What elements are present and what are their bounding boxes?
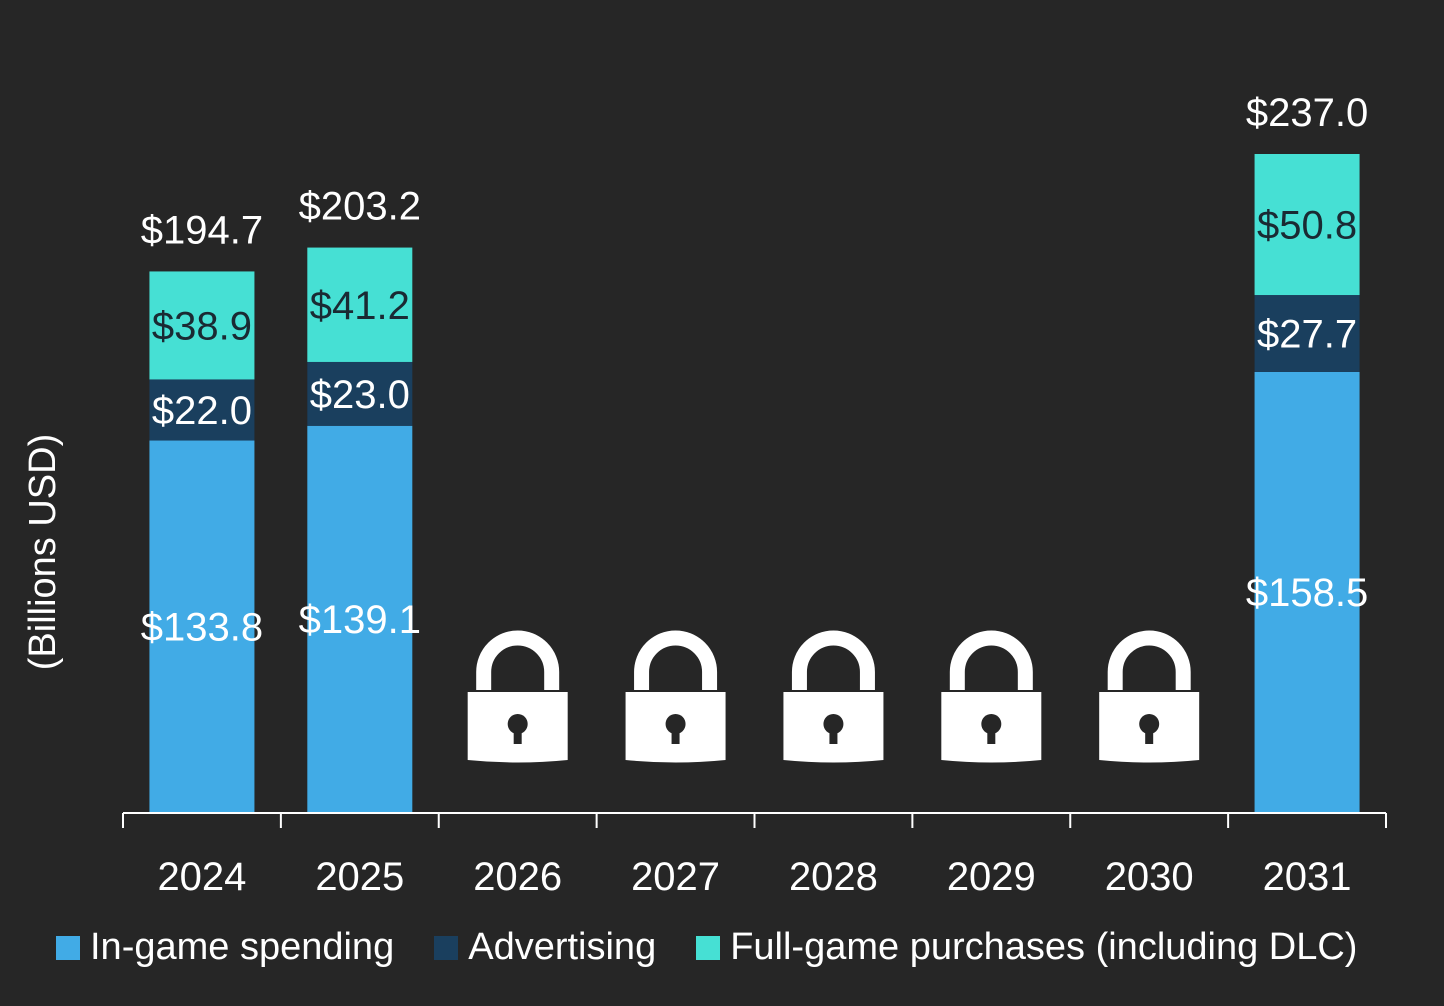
y-axis-label: (Billions USD) — [22, 434, 64, 670]
full-game-purchases-bar — [307, 247, 413, 362]
x-tick-label: 2024 — [157, 855, 246, 899]
advertising-label: $22.0 — [152, 389, 252, 433]
legend-item-in-game-spending: In-game spending — [56, 926, 394, 969]
x-tick-label: 2027 — [631, 855, 720, 899]
total-label: $194.7 — [141, 208, 263, 252]
lock-keyhole — [823, 714, 844, 734]
legend-swatch — [434, 935, 459, 960]
legend-item-full-game-purchases: Full-game purchases (including DLC) — [696, 926, 1357, 969]
in-game-spending-bar — [307, 425, 413, 812]
x-tick-label: 2026 — [473, 855, 562, 899]
lock-keyhole — [507, 714, 528, 734]
lock-shackle — [791, 630, 875, 690]
advertising-bar — [1254, 295, 1360, 372]
advertising-bar — [307, 361, 413, 426]
advertising-label: $23.0 — [310, 373, 410, 417]
lock-shackle — [1107, 630, 1191, 690]
lock-keyhole-slot — [987, 726, 996, 744]
lock-keyhole — [981, 714, 1002, 734]
legend-swatch — [56, 935, 80, 960]
legend-item-advertising: Advertising — [434, 926, 656, 969]
full-game-purchases-label: $50.8 — [1257, 204, 1357, 248]
x-tick-label: 2031 — [1263, 855, 1352, 899]
legend-label: In-game spending — [90, 926, 395, 968]
lock-keyhole-slot — [1145, 726, 1154, 744]
lock-shackle — [634, 630, 718, 690]
full-game-purchases-label: $38.9 — [152, 304, 252, 348]
in-game-spending-bar — [149, 440, 255, 812]
legend-label: Advertising — [468, 926, 657, 968]
lock-keyhole-slot — [671, 726, 680, 744]
in-game-spending-label: $158.5 — [1246, 571, 1368, 615]
lock-keyhole-slot — [513, 726, 522, 744]
total-label: $203.2 — [299, 185, 421, 229]
x-tick-label: 2029 — [947, 855, 1036, 899]
full-game-purchases-label: $41.2 — [310, 284, 410, 328]
x-tick-label: 2028 — [789, 855, 878, 899]
x-tick-label: 2030 — [1105, 855, 1194, 899]
lock-icon — [625, 630, 726, 763]
legend-swatch — [696, 935, 721, 960]
lock-shackle — [476, 630, 560, 690]
lock-icon — [467, 630, 568, 763]
total-label: $237.0 — [1246, 91, 1368, 135]
in-game-spending-label: $139.1 — [299, 598, 421, 642]
legend-label: Full-game purchases (including DLC) — [730, 926, 1358, 968]
lock-icon — [1099, 630, 1200, 763]
lock-keyhole-slot — [829, 726, 838, 744]
lock-shackle — [949, 630, 1033, 690]
lock-icon — [783, 630, 884, 763]
advertising-bar — [149, 379, 255, 441]
in-game-spending-bar — [1254, 371, 1360, 812]
lock-keyhole — [1139, 714, 1160, 734]
in-game-spending-label: $133.8 — [141, 605, 263, 649]
advertising-label: $27.7 — [1257, 312, 1357, 356]
x-tick-label: 2025 — [315, 855, 404, 899]
lock-keyhole — [665, 714, 686, 734]
legend: In-game spending Advertising Full-game pur… — [56, 926, 1357, 969]
full-game-purchases-bar — [1254, 154, 1360, 296]
full-game-purchases-bar — [149, 271, 255, 380]
lock-icon — [941, 630, 1042, 763]
